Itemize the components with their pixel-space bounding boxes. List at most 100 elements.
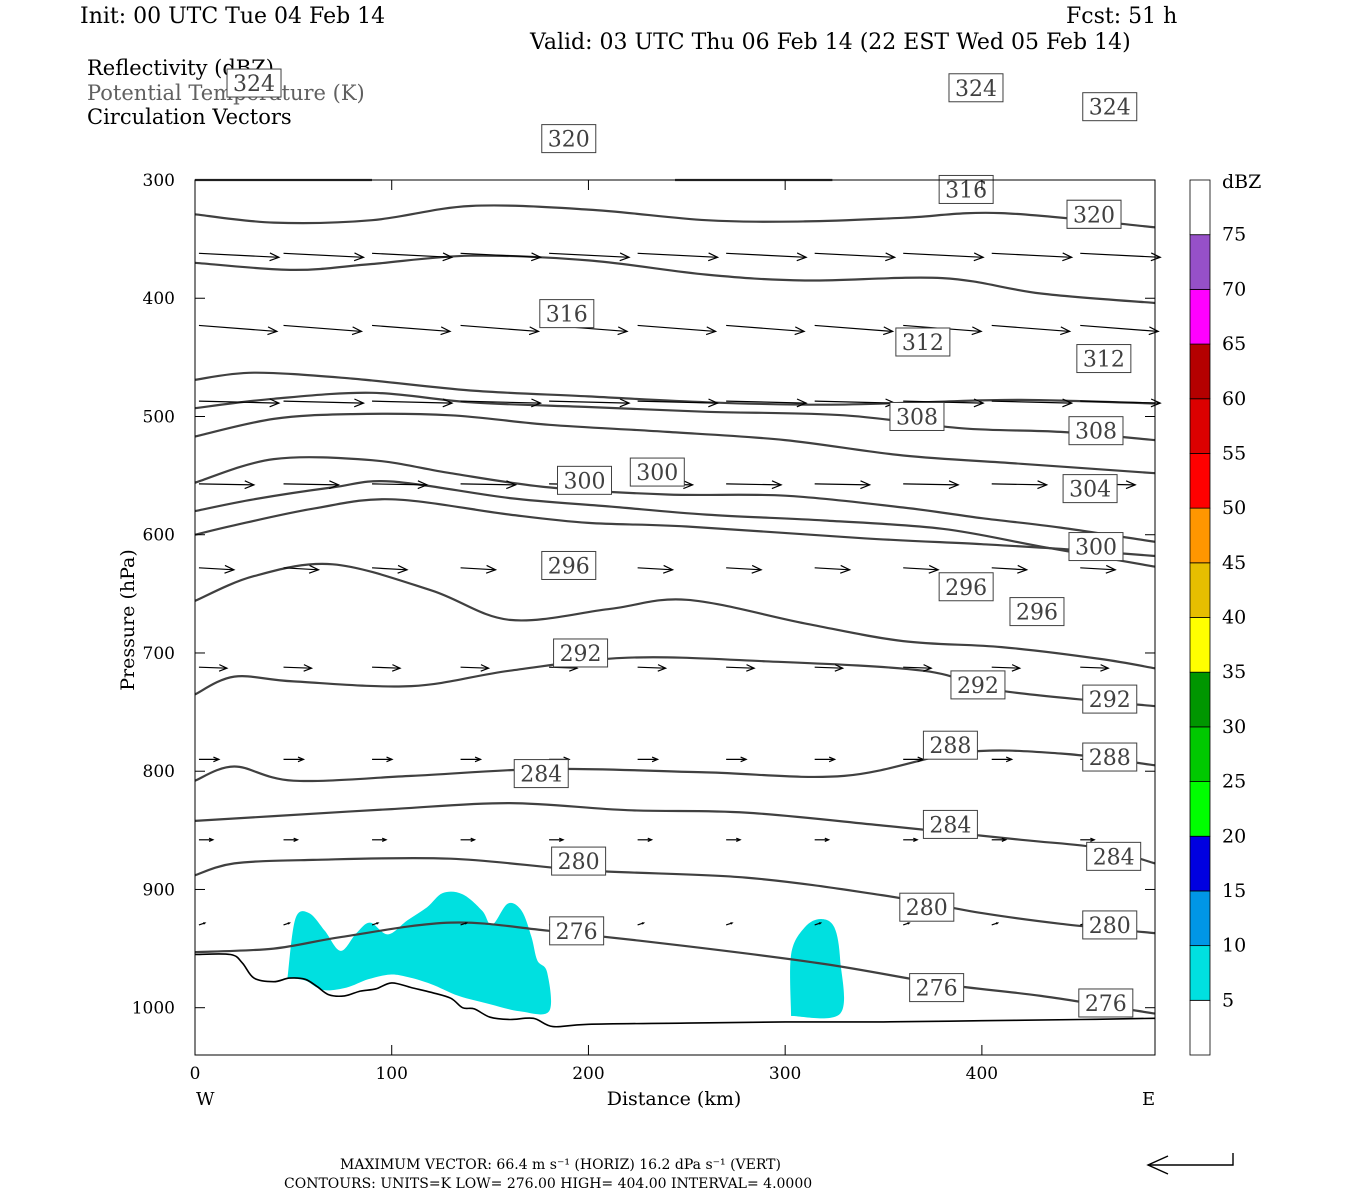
vector-head bbox=[440, 326, 452, 336]
circulation-vector bbox=[991, 398, 1074, 408]
reference-vector-arrow bbox=[1146, 1153, 1234, 1175]
contour-label-304: 304 bbox=[1062, 474, 1118, 504]
vector-head bbox=[708, 252, 720, 262]
init-time: Init: 00 UTC Tue 04 Feb 14 bbox=[80, 4, 386, 29]
vector-shaft bbox=[1080, 567, 1116, 571]
vector-shaft bbox=[460, 252, 541, 258]
vector-shaft bbox=[637, 666, 666, 669]
x-tick-label: 100 bbox=[375, 1064, 407, 1084]
vector-shaft bbox=[372, 567, 408, 571]
vector-head bbox=[928, 564, 940, 574]
contour-label-text: 276 bbox=[916, 977, 958, 1002]
circulation-vector bbox=[372, 564, 409, 574]
vector-shaft bbox=[283, 324, 362, 333]
colorbar-segment bbox=[1189, 835, 1211, 892]
y-tick-label: 900 bbox=[143, 880, 175, 900]
theta-contour-296 bbox=[194, 562, 1156, 670]
vector-shaft bbox=[903, 252, 984, 258]
vector-shaft bbox=[814, 666, 843, 669]
vector-head bbox=[913, 837, 919, 842]
vector-shaft bbox=[637, 252, 718, 258]
contour-label-box bbox=[1078, 988, 1134, 1018]
contour-label-box bbox=[1066, 199, 1122, 229]
contour-label-box bbox=[1009, 597, 1065, 627]
circulation-vector bbox=[1080, 837, 1096, 842]
contour-label-text: 276 bbox=[1085, 992, 1127, 1017]
theta-contour-324 bbox=[194, 254, 1156, 305]
contour-label-text: 304 bbox=[1069, 478, 1111, 503]
vector-head bbox=[1062, 398, 1074, 408]
vector-head bbox=[417, 480, 429, 490]
terrain-line bbox=[194, 953, 1156, 1028]
contour-label-box bbox=[1076, 344, 1132, 374]
contour-label-text: 296 bbox=[548, 554, 590, 579]
contour-label-280: 280 bbox=[1082, 910, 1138, 940]
theta-contour-292 bbox=[194, 656, 1156, 708]
vector-head bbox=[1060, 326, 1072, 336]
contour-label-box bbox=[1068, 416, 1124, 446]
vector-head bbox=[353, 252, 366, 262]
reflectivity-region bbox=[790, 919, 845, 1019]
contour-label-box bbox=[1082, 742, 1138, 772]
contour-label-box bbox=[226, 68, 282, 98]
vector-head bbox=[442, 398, 454, 408]
circulation-vector bbox=[814, 664, 845, 672]
vector-head bbox=[269, 252, 281, 262]
contour-label-box bbox=[938, 572, 994, 602]
vector-shaft bbox=[991, 324, 1070, 333]
colorbar-unit: dBZ bbox=[1222, 171, 1261, 193]
contour-label-text: 324 bbox=[1089, 96, 1131, 121]
contour-label-layer: 276 276 276 280 280 280 284 284 284 288 288 292 292 2… bbox=[226, 68, 1142, 1018]
colorbar-label: 15 bbox=[1222, 880, 1246, 902]
circulation-vector bbox=[460, 922, 469, 926]
contour-label-320: 320 bbox=[541, 124, 597, 154]
vector-shaft bbox=[637, 567, 673, 571]
circulation-vector bbox=[637, 664, 668, 672]
contour-label-324: 324 bbox=[226, 68, 282, 98]
vector-shaft bbox=[814, 252, 895, 258]
theta-contour-284 bbox=[194, 801, 1156, 865]
vector-shaft bbox=[283, 666, 312, 669]
circulation-vector bbox=[283, 398, 366, 408]
circulation-vector bbox=[814, 756, 837, 763]
colorbar-label: 70 bbox=[1222, 278, 1246, 300]
colorbar-label: 30 bbox=[1222, 716, 1246, 738]
contour-label-box bbox=[513, 759, 569, 789]
contour-label-296: 296 bbox=[1009, 597, 1065, 627]
vector-head bbox=[391, 664, 402, 672]
contour-label-box bbox=[922, 809, 978, 839]
contour-label-308: 308 bbox=[1068, 416, 1124, 446]
vector-head bbox=[218, 664, 229, 672]
circulation-vector bbox=[460, 756, 483, 763]
contour-label-text: 320 bbox=[548, 128, 590, 153]
vector-head bbox=[619, 252, 631, 262]
circulation-vector bbox=[814, 252, 897, 262]
circulation-vector bbox=[1080, 324, 1160, 336]
vector-head bbox=[480, 664, 491, 672]
circulation-vector bbox=[460, 837, 477, 842]
contour-label-text: 280 bbox=[1089, 914, 1131, 939]
y-tick-label: 400 bbox=[143, 289, 175, 309]
circulation-vector bbox=[814, 922, 823, 926]
theta-contour-308 bbox=[194, 456, 1156, 543]
vector-head bbox=[751, 564, 763, 574]
colorbar-segment bbox=[1189, 453, 1211, 509]
vector-shaft bbox=[991, 567, 1027, 571]
vector-head bbox=[736, 837, 742, 842]
vector-shaft bbox=[726, 483, 782, 486]
vector-head bbox=[329, 480, 341, 490]
vector-head bbox=[683, 480, 695, 490]
contour-label-box bbox=[1068, 532, 1124, 562]
vector-shaft bbox=[372, 666, 401, 669]
contour-label-box bbox=[909, 973, 965, 1003]
contour-label-text: 284 bbox=[1093, 845, 1135, 870]
circulation-vector bbox=[198, 756, 221, 763]
circulation-vector bbox=[903, 756, 925, 763]
terrain-layer bbox=[194, 953, 1156, 1028]
vector-head bbox=[297, 756, 306, 763]
vector-head bbox=[213, 756, 221, 763]
circulation-vector bbox=[283, 564, 321, 574]
reflectivity-region bbox=[287, 891, 552, 1015]
vector-shaft bbox=[903, 567, 939, 571]
vector-shaft bbox=[198, 252, 279, 258]
